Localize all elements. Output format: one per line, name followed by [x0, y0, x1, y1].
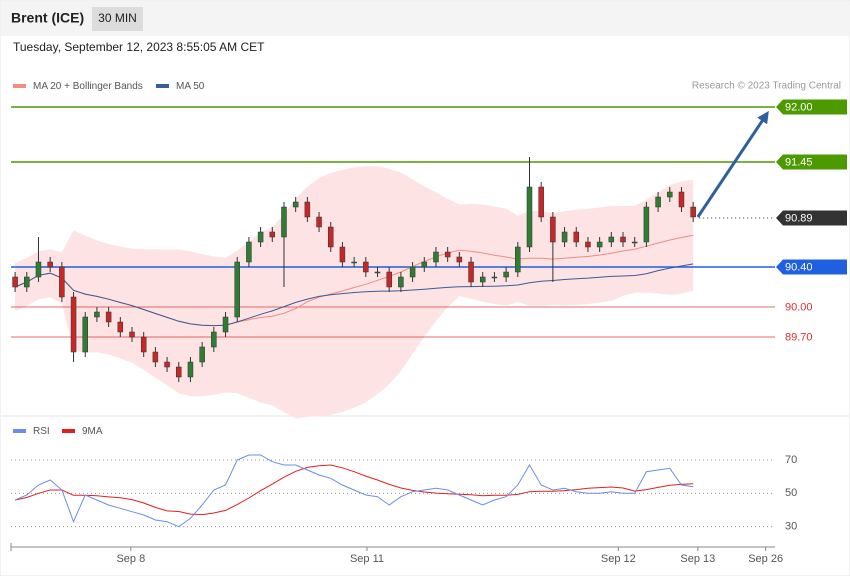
candle-body [304, 201, 311, 218]
candle-body [620, 236, 626, 243]
candle-body [140, 336, 147, 353]
candle-body [515, 246, 521, 273]
legend-swatch [13, 429, 26, 433]
x-tick-label: Sep 8 [116, 553, 145, 565]
candle-body [667, 191, 673, 198]
candle-body [503, 271, 509, 278]
legend-label: MA 50 [176, 81, 205, 92]
candle-body [246, 241, 252, 263]
ma50-line [14, 263, 694, 327]
candle-body [47, 261, 53, 268]
date: Tuesday, September 12, 2023 8:55:05 AM C… [13, 40, 265, 54]
candle-body [608, 236, 615, 243]
candle-body [491, 276, 498, 279]
forecast-arrow [696, 111, 769, 218]
credit: Research © 2023 Trading Central [692, 81, 841, 92]
candle-body [339, 246, 346, 263]
level-tag [776, 210, 847, 226]
level-tag [776, 99, 847, 115]
candle-body [82, 316, 88, 353]
candle-body [643, 206, 650, 243]
candle-body [538, 186, 544, 218]
candle-body [655, 196, 661, 208]
candle-body [573, 231, 580, 243]
y-tick-label: 30 [785, 521, 797, 533]
candle-body [433, 251, 439, 263]
candle-body [421, 261, 428, 268]
level-label: 90.00 [785, 301, 813, 313]
candle-body [129, 331, 135, 338]
candle-body [152, 351, 159, 363]
legend-label: 9MA [82, 426, 103, 437]
level-label: 89.70 [785, 331, 813, 343]
candle-body [631, 241, 638, 244]
candle-body [164, 361, 170, 368]
candle-body [281, 206, 287, 238]
candle-body [561, 231, 568, 243]
x-tick-label: Sep 11 [350, 553, 384, 565]
candle-body [374, 271, 381, 274]
candle-body [222, 316, 229, 333]
candle-body [269, 231, 276, 238]
level-label: 91.45 [785, 156, 813, 168]
candle-body [94, 311, 100, 318]
x-tick-label: Sep 12 [601, 553, 636, 565]
candle-body [526, 186, 533, 248]
ma9-line [14, 464, 694, 516]
y-tick-label: 50 [785, 487, 797, 499]
level-tag [776, 154, 847, 170]
candle-body [479, 276, 486, 283]
candle-body [351, 261, 357, 264]
candle-body [444, 251, 451, 258]
level-label: 90.40 [785, 261, 813, 273]
candle-body [386, 271, 392, 288]
candle-body [257, 231, 264, 243]
level-tag [776, 259, 847, 275]
candle-body [678, 191, 685, 208]
candle-body [468, 261, 474, 283]
candle-body [550, 216, 556, 243]
rsi-line [14, 454, 694, 528]
candle-body [59, 266, 65, 298]
candle-body [398, 276, 404, 288]
candle-body [690, 206, 696, 218]
candle-body [117, 321, 124, 333]
candle-body [35, 261, 42, 278]
candle-body [211, 331, 217, 348]
symbol: Brent (ICE) [11, 10, 84, 26]
candle-body [292, 201, 299, 208]
candle-body [363, 261, 369, 273]
candle-body [199, 346, 205, 363]
candle-body [316, 216, 322, 228]
candle-body [409, 266, 416, 278]
legend-label: MA 20 + Bollinger Bands [33, 81, 143, 92]
legend-swatch [62, 429, 75, 433]
candle-body [456, 256, 463, 263]
candle-body [176, 366, 182, 378]
candle-body [24, 276, 30, 288]
legend-label: RSI [33, 426, 50, 437]
interval-badge [92, 7, 143, 31]
x-tick-label: Sep 13 [680, 553, 715, 565]
interval: 30 MIN [98, 11, 137, 25]
x-tick-label: Sep 26 [748, 553, 783, 565]
candle-body [596, 241, 603, 248]
y-tick-label: 70 [785, 454, 797, 466]
legend-swatch [13, 84, 26, 88]
candle-body [585, 241, 591, 248]
legend-swatch [156, 84, 169, 88]
candle-body [327, 226, 334, 248]
candle-body [12, 276, 18, 288]
candle-body [70, 296, 77, 353]
candle-body [105, 311, 112, 323]
level-label: 90.89 [785, 212, 813, 224]
candle-body [234, 261, 240, 318]
candle-body [187, 361, 194, 378]
level-label: 92.00 [785, 101, 813, 113]
